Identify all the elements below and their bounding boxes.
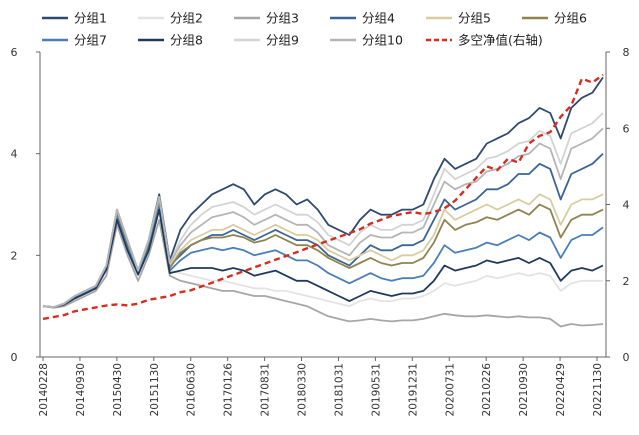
series-line-11 [42, 73, 604, 321]
legend-label: 分组4 [362, 11, 395, 26]
axes [39, 52, 607, 358]
series-line-7 [42, 206, 604, 309]
right-tick-label: 8 [623, 46, 630, 59]
x-tick-label: 20190531 [370, 363, 382, 416]
left-tick-label: 4 [11, 148, 18, 161]
x-tick-label: 20140228 [38, 363, 50, 416]
legend-label: 分组8 [170, 33, 203, 48]
x-tick-label: 20191231 [407, 363, 419, 416]
right-tick-label: 2 [623, 275, 630, 288]
series-line-8 [42, 208, 604, 309]
legend-label: 分组2 [170, 11, 203, 26]
x-tick-label: 20150430 [112, 363, 124, 416]
series-layer [42, 73, 604, 328]
legend-label: 多空净值(右轴) [458, 33, 543, 48]
legend-label: 分组5 [458, 11, 491, 26]
x-tick-label: 20181031 [333, 363, 345, 416]
x-tick-label: 20160630 [186, 363, 198, 416]
right-tick-label: 0 [623, 351, 630, 364]
x-tick-label: 20151130 [149, 363, 161, 416]
x-tick-label: 20140930 [75, 363, 87, 416]
left-tick-label: 0 [11, 351, 18, 364]
left-tick-label: 2 [11, 249, 18, 262]
legend-label: 分组7 [74, 33, 107, 48]
x-tick-label: 20210226 [481, 363, 493, 417]
legend-label: 分组10 [362, 33, 403, 48]
right-tick-label: 4 [623, 199, 630, 212]
x-tick-label: 20200731 [444, 363, 456, 416]
legend-label: 分组9 [266, 33, 299, 48]
x-tick-label: 20170126 [223, 363, 235, 417]
tick-layer: 0 2 4 6 0 2 4 6 8 20140228 20140930 20150430 2015113… [11, 46, 630, 416]
x-tick-label: 20210930 [518, 363, 530, 416]
left-tick-label: 6 [11, 46, 18, 59]
legend-label: 分组3 [266, 11, 299, 26]
x-tick-label: 20170831 [260, 363, 272, 416]
x-tick-label: 20221130 [592, 363, 604, 416]
right-tick-label: 6 [623, 122, 630, 135]
x-tick-label: 20180330 [297, 363, 309, 416]
series-line-3 [42, 218, 604, 328]
x-tick-label: 20220429 [555, 363, 567, 416]
series-line-4 [42, 153, 604, 309]
series-line-10 [42, 127, 604, 309]
legend-label: 分组1 [74, 11, 107, 26]
legend: 分组1 分组2 分组3 分组4 分组5 分组6 分组7 分组8 分组9 分组10 多空净值(右轴) [42, 11, 587, 48]
legend-label: 分组6 [554, 11, 587, 26]
